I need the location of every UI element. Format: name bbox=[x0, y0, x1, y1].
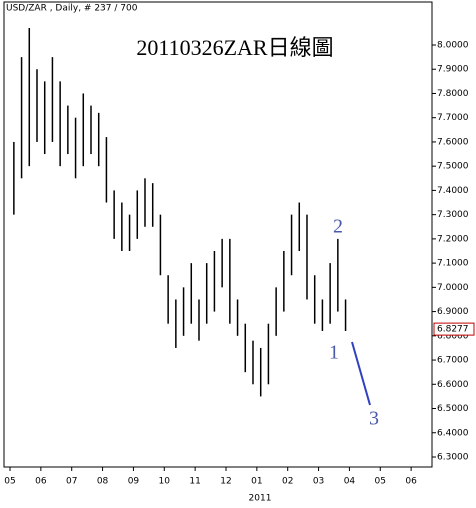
y-tick-label: 7.4000 bbox=[437, 186, 469, 196]
plot-frame bbox=[3, 1, 433, 468]
header: USD/ZAR , Daily, # 237 / 700 bbox=[6, 4, 138, 14]
y-tick-label: 7.9000 bbox=[437, 65, 469, 75]
y-tick-label: 6.9000 bbox=[437, 307, 469, 317]
x-tick-label: 06 bbox=[405, 477, 417, 487]
x-tick-label: 05 bbox=[4, 477, 15, 487]
y-tick-label: 7.0000 bbox=[437, 283, 469, 293]
y-tick-label: 8.0000 bbox=[437, 41, 469, 51]
x-tick-label: 06 bbox=[35, 477, 47, 487]
y-tick-label: 6.3000 bbox=[437, 452, 469, 462]
x-tick-label: 11 bbox=[189, 477, 200, 487]
x-tick-label: 01 bbox=[251, 477, 262, 487]
x-tick-label: 09 bbox=[128, 477, 140, 487]
y-tick-label: 7.2000 bbox=[437, 234, 469, 244]
x-tick-label: 10 bbox=[159, 477, 171, 487]
x-tick-label: 07 bbox=[66, 477, 77, 487]
y-tick-label: 7.3000 bbox=[437, 210, 469, 220]
y-tick-label: 7.5000 bbox=[437, 162, 469, 172]
x-tick-label: 03 bbox=[313, 477, 324, 487]
chart-title: 20110326ZAR日線圖 bbox=[136, 35, 333, 60]
x-tick-label: 08 bbox=[97, 477, 109, 487]
x-tick-label: 05 bbox=[375, 477, 386, 487]
y-tick-label: 7.7000 bbox=[437, 113, 469, 123]
y-tick-label: 6.8000 bbox=[437, 331, 469, 341]
wave-line bbox=[351, 341, 371, 406]
annotation: 3 bbox=[369, 408, 379, 430]
x-tick-label: 02 bbox=[282, 477, 293, 487]
annotation: 2 bbox=[333, 216, 343, 238]
x-axis-year: 2011 bbox=[249, 494, 272, 504]
y-tick-label: 7.1000 bbox=[437, 259, 469, 269]
y-tick-label: 6.7000 bbox=[437, 356, 469, 366]
y-tick-label: 7.6000 bbox=[437, 137, 469, 147]
y-tick-label: 6.4000 bbox=[437, 428, 469, 438]
y-tick-label: 6.6000 bbox=[437, 380, 469, 390]
x-tick-label: 04 bbox=[344, 477, 356, 487]
annotation: 1 bbox=[329, 342, 339, 364]
y-tick-label: 6.5000 bbox=[437, 404, 469, 414]
last-price-box bbox=[433, 322, 475, 336]
x-tick-label: 12 bbox=[220, 477, 231, 487]
y-tick-label: 7.8000 bbox=[437, 89, 469, 99]
last-price-label: 6.8277 bbox=[437, 325, 469, 335]
